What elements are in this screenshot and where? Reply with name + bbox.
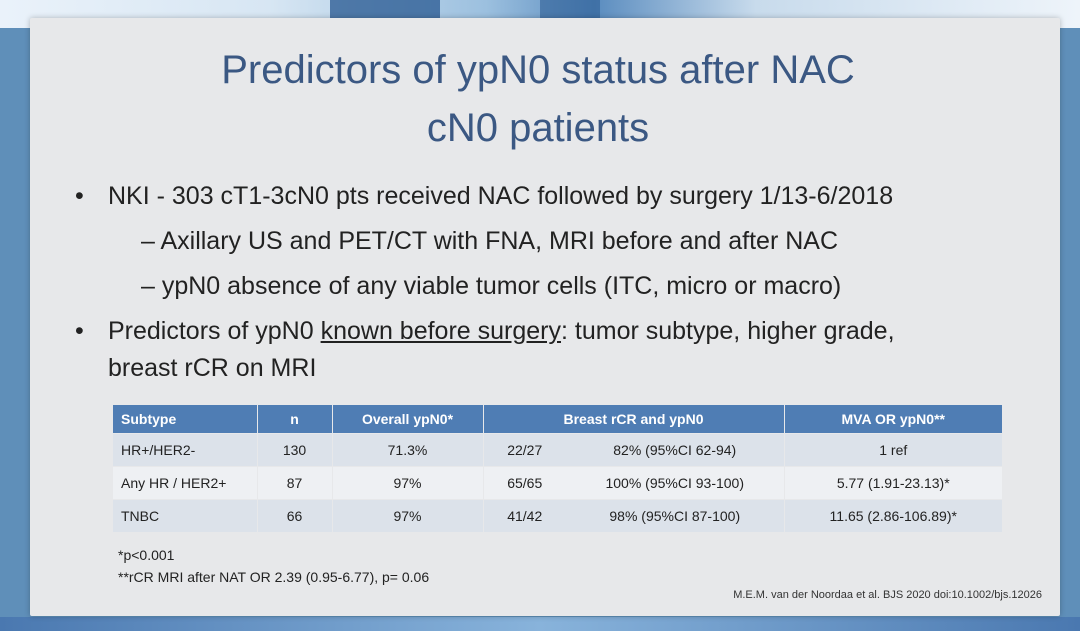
footnote-2: **rCR MRI after NAT OR 2.39 (0.95-6.77),… [118,569,430,585]
table-row: TNBC 66 97% 41/42 98% (95%CI 87-100) 11.… [113,499,1002,532]
footnote-1: *p<0.001 [118,547,175,563]
bullet-2-line-2: breast rCR on MRI [108,354,317,382]
bullet-2-underlined: known before surgery [320,317,561,345]
cell-subtype: TNBC [113,499,258,532]
title-line-1: Predictors of ypN0 status after NAC [221,48,855,92]
cell-subtype: Any HR / HER2+ [113,466,258,500]
header-breast-rcr: Breast rCR and ypN0 [483,405,785,434]
cell-rcr-count: 41/42 [483,499,566,532]
title-line-2: cN0 patients [426,106,650,150]
header-n: n [257,405,333,434]
table-header-row: Subtype n Overall ypN0* Breast rCR and y… [113,405,1002,434]
header-subtype: Subtype [113,405,258,434]
table-row: Any HR / HER2+ 87 97% 65/65 100% (95%CI … [113,466,1002,500]
cell-n: 130 [257,433,333,467]
bullet-2: Predictors of ypN0 known before surgery:… [108,317,895,346]
cell-mva: 5.77 (1.91-23.13)* [784,466,1002,500]
bullet-dot: • [75,317,84,345]
bullet-2-prefix: Predictors of ypN0 [108,317,321,345]
sub-bullet-1: – Axillary US and PET/CT with FNA, MRI b… [141,227,839,255]
cell-subtype: HR+/HER2- [113,433,258,467]
cell-rcr-count: 22/27 [483,433,566,467]
bullet-2-suffix: : tumor subtype, higher grade, [561,317,895,345]
cell-mva: 11.65 (2.86-106.89)* [784,499,1002,532]
header-mva: MVA OR ypN0** [784,405,1002,434]
sub-bullet-2: – ypN0 absence of any viable tumor cells… [141,272,842,300]
cell-n: 87 [257,466,333,500]
cell-mva: 1 ref [784,433,1002,467]
cell-rcr-count: 65/65 [483,466,566,500]
cell-overall: 71.3% [332,433,484,467]
cell-overall: 97% [332,466,484,500]
slide: Predictors of ypN0 status after NAC cN0 … [30,18,1060,616]
slide-title: Predictors of ypN0 status after NAC cN0 … [30,41,1046,157]
background-bottom-strip [0,617,1080,631]
results-table: Subtype n Overall ypN0* Breast rCR and y… [113,405,1002,532]
cell-overall: 97% [332,499,484,532]
citation: M.E.M. van der Noordaa et al. BJS 2020 d… [733,589,1042,601]
header-overall: Overall ypN0* [332,405,484,434]
cell-n: 66 [257,499,333,532]
cell-rcr-percent: 98% (95%CI 87-100) [566,499,785,532]
cell-rcr-percent: 100% (95%CI 93-100) [566,466,785,500]
bullet-dot: • [75,182,84,210]
table-row: HR+/HER2- 130 71.3% 22/27 82% (95%CI 62-… [113,433,1002,467]
bullet-1: NKI - 303 cT1-3cN0 pts received NAC foll… [108,182,894,210]
cell-rcr-percent: 82% (95%CI 62-94) [566,433,785,467]
